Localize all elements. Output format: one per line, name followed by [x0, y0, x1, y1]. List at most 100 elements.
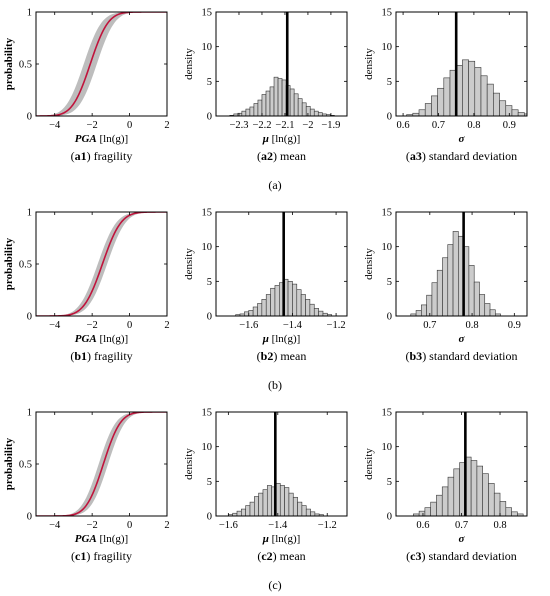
plot-area-a3	[406, 12, 527, 116]
x-tick-label: −4	[49, 520, 61, 531]
x-tick-label: −2.2	[252, 120, 271, 131]
panel-a3: 0.6 0.7 0.8 0.9 0 5 10 15 density σ (a3) standard …	[363, 8, 528, 163]
histogram-bar	[288, 492, 294, 516]
histogram-bar	[245, 108, 251, 116]
x-tick-label: 2	[164, 320, 169, 331]
y-tick-label: 0.5	[19, 460, 32, 471]
histogram-bar	[443, 77, 451, 116]
x-tick-label: −4	[49, 120, 61, 131]
histogram-bar	[274, 285, 280, 316]
x-axis-symbol: μ	[262, 333, 269, 345]
y-tick-label: 0	[387, 312, 392, 323]
histogram-bar	[241, 508, 246, 516]
x-axis-symbol: σ	[459, 533, 466, 545]
plot-area-b1	[36, 212, 167, 316]
histogram-bar	[248, 310, 254, 316]
histogram-bar	[474, 67, 482, 116]
histogram-bar	[488, 483, 495, 516]
caption-id: b1	[74, 349, 87, 363]
histogram-bar	[447, 244, 454, 316]
uncertainty-band	[36, 412, 167, 516]
histogram-bar	[452, 231, 459, 316]
panel-caption: (b1) fragility	[70, 349, 132, 363]
caption-text: ) standard deviation	[422, 349, 517, 363]
histogram-bar	[418, 510, 426, 516]
caption-id: b2	[261, 349, 274, 363]
histogram-bar	[505, 105, 513, 116]
x-tick-label: −2.3	[229, 120, 248, 131]
histogram-bar	[442, 257, 449, 316]
y-tick-label: 15	[382, 8, 393, 19]
y-axis-label: probability	[3, 37, 15, 90]
histogram-bar	[426, 294, 433, 316]
caption-text: ) mean	[273, 349, 306, 363]
histogram-bar	[301, 102, 307, 116]
histogram-bar	[415, 310, 422, 316]
panel-caption: (a1) fragility	[71, 149, 133, 163]
histogram-bar	[517, 112, 525, 116]
axes-box	[215, 211, 348, 317]
y-axis-label: density	[363, 448, 375, 480]
x-axis-symbol: PGA	[75, 133, 97, 145]
histogram-bar	[261, 299, 267, 316]
panel-caption: (b3) standard deviation	[406, 349, 518, 363]
histogram-bar	[486, 83, 494, 116]
x-tick-label: 0.8	[493, 520, 506, 531]
histogram-bar	[244, 311, 250, 316]
histogram-bar	[241, 110, 247, 116]
histogram-bar	[493, 92, 500, 116]
histogram-bar	[313, 308, 319, 316]
histogram-bar	[300, 294, 306, 316]
histogram-bar	[252, 306, 258, 316]
histogram-bar	[257, 99, 263, 116]
group-label-a: (a)	[268, 178, 281, 192]
histogram-bar	[289, 88, 295, 116]
y-tick-label: 1	[27, 208, 32, 219]
y-tick-label: 10	[202, 442, 213, 453]
y-axis-label: density	[183, 248, 195, 280]
histogram-bar	[431, 282, 438, 316]
histogram-bar	[313, 110, 319, 116]
histogram-bar	[431, 95, 438, 116]
histogram-bar	[249, 501, 255, 516]
x-tick-label: 2	[164, 520, 169, 531]
histogram-bar	[480, 75, 488, 116]
histogram-bar	[258, 492, 264, 516]
histogram-bar	[476, 465, 483, 516]
histogram-bar	[453, 468, 460, 516]
panel-caption: (c1) fragility	[71, 549, 132, 563]
x-axis-unit: [ln(g)]	[269, 133, 300, 145]
histogram-bar	[489, 309, 496, 316]
panel-c3: 0.6 0.7 0.8 0 5 10 15 density σ (c3) standard dev…	[363, 408, 528, 563]
histogram-bar	[511, 109, 519, 116]
panel-caption: (c2) mean	[257, 549, 305, 563]
y-axis-label: density	[183, 448, 195, 480]
histogram-bar	[437, 87, 445, 116]
histogram-bar	[279, 485, 285, 516]
x-axis-symbol: σ	[459, 333, 466, 345]
histogram-bar	[418, 109, 426, 116]
x-tick-label: 0	[127, 520, 132, 531]
caption-text: ) mean	[273, 149, 306, 163]
x-tick-label: 0.8	[466, 320, 479, 331]
x-axis-label: μ [ln(g)]	[262, 133, 301, 145]
panel-caption: (c3) standard deviation	[406, 549, 517, 563]
y-tick-label: 0	[207, 112, 212, 123]
x-tick-label: −1.4	[268, 520, 288, 531]
histogram-bar	[484, 303, 491, 316]
caption-text: ) standard deviation	[422, 149, 517, 163]
histogram-bar	[430, 501, 437, 516]
histogram-bar	[254, 496, 259, 516]
x-axis-label: σ	[459, 133, 466, 145]
histogram-bar	[284, 487, 290, 516]
caption-id: b3	[410, 349, 423, 363]
caption-open: (	[406, 549, 410, 563]
y-tick-label: 5	[387, 477, 392, 488]
group-label-b: (b)	[268, 378, 282, 392]
caption-text: ) fragility	[86, 549, 132, 563]
y-tick-label: 0	[207, 312, 212, 323]
caption-text: ) standard deviation	[422, 549, 517, 563]
